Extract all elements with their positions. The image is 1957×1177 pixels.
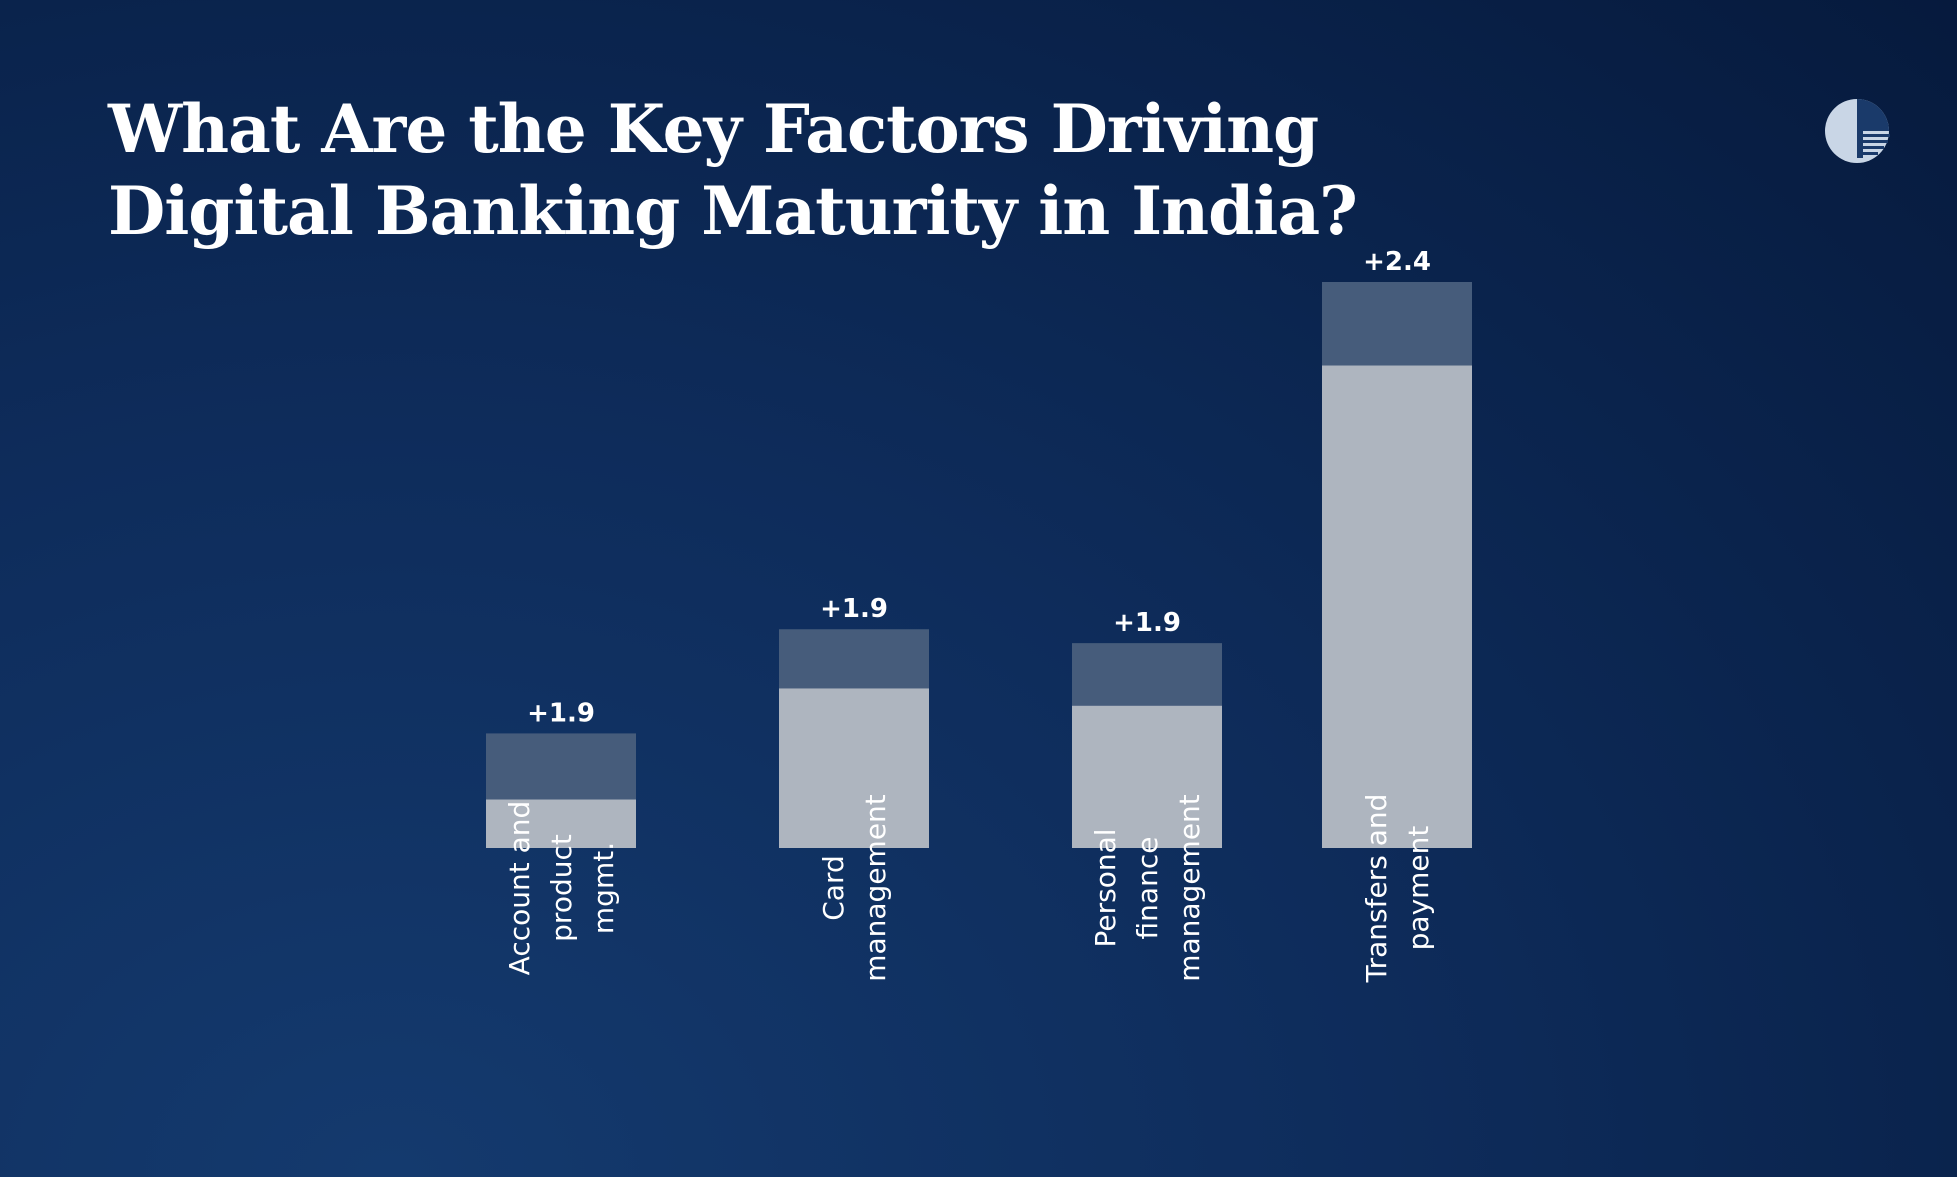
bar-base-0 — [486, 799, 636, 848]
category-label-0: Account and product mgmt. — [503, 801, 620, 976]
bar-base-1 — [779, 688, 929, 848]
bar-increase-2 — [1072, 643, 1222, 706]
category-label-line: Account and — [503, 801, 536, 976]
circle-emblem-icon — [1825, 99, 1890, 163]
bar-base-3 — [1322, 365, 1472, 848]
bar-base-2 — [1072, 705, 1222, 848]
data-label-3: +2.4 — [1363, 247, 1431, 277]
logo — [1825, 99, 1890, 163]
bar-increase-1 — [779, 629, 929, 689]
bar-increase-3 — [1322, 282, 1472, 366]
category-label-line: mgmt. — [587, 842, 620, 934]
category-label-line: product — [545, 834, 578, 942]
category-label-2: Personal finance management — [1089, 794, 1206, 982]
data-label-0: +1.9 — [527, 698, 595, 728]
category-label-line: Personal — [1089, 828, 1122, 947]
chart-title: What Are the Key Factors Driving Digital… — [108, 90, 1358, 250]
category-label-line: Card — [817, 855, 850, 921]
category-label-line: management — [1173, 794, 1206, 982]
bar-increase-0 — [486, 733, 636, 800]
category-label-line: management — [859, 794, 892, 982]
category-label-line: Transfers and — [1360, 794, 1393, 984]
category-label-1: Card management — [817, 794, 892, 982]
data-label-1: +1.9 — [820, 594, 888, 624]
category-label-line: finance — [1131, 837, 1164, 940]
data-label-2: +1.9 — [1113, 608, 1181, 638]
category-label-line: payment — [1402, 826, 1435, 951]
category-label-3: Transfers and payment — [1360, 794, 1435, 984]
